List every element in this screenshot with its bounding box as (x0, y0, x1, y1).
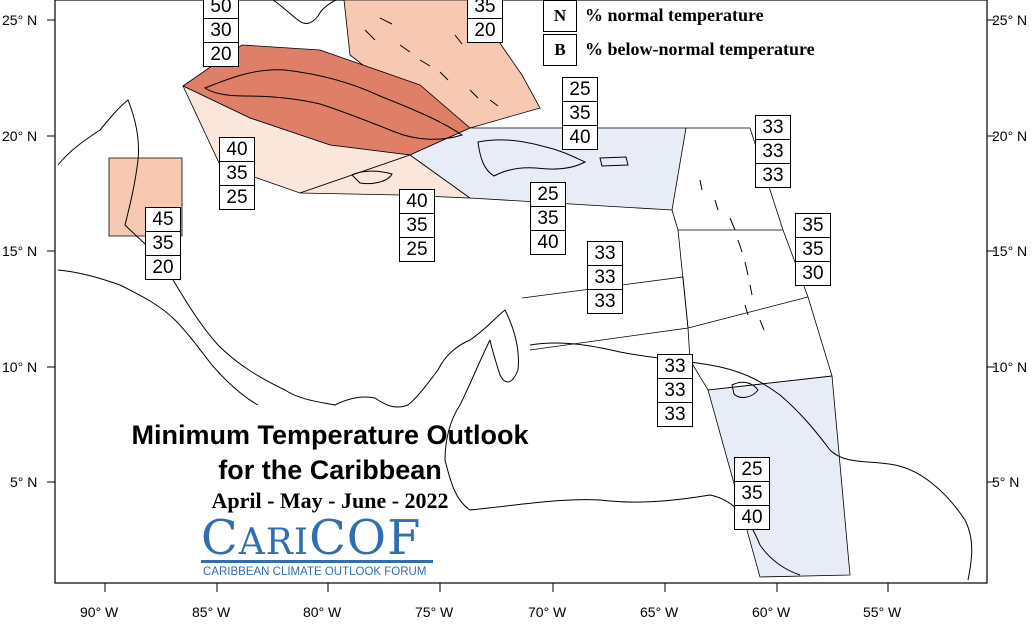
prob-above: 40 (400, 190, 434, 214)
lon-label-90w: 90° W (80, 604, 119, 620)
prob-normal: 30 (204, 19, 238, 43)
prob-box-windward: 35 35 30 (795, 213, 831, 286)
prob-box-abc: 33 33 33 (587, 241, 623, 314)
coast-puerto-rico (599, 156, 629, 167)
prob-above: 25 (563, 78, 597, 102)
prob-above: 50 (204, 0, 238, 19)
prob-above: 33 (756, 116, 790, 140)
prob-below: 25 (226, 187, 248, 208)
lat-label-10-left: 10° N (2, 359, 37, 375)
coast-florida (272, 0, 337, 24)
logo-subtitle: CARIBBEAN CLIMATE OUTLOOK FORUM (203, 566, 427, 578)
prob-normal: 35 (468, 0, 502, 19)
coast-yucatan-central-america (57, 99, 519, 408)
lat-label-5-right: 5° N (992, 474, 1019, 490)
coast-cuba (203, 69, 464, 140)
lat-label-25-left: 25° N (2, 12, 37, 28)
prob-box-cayman: 40 35 25 (219, 137, 255, 210)
coastlines (57, 0, 973, 581)
prob-below: 30 (802, 263, 824, 284)
lat-ticks (47, 19, 995, 483)
prob-below: 33 (594, 291, 616, 312)
prob-below: 20 (474, 20, 496, 41)
prob-normal: 35 (796, 238, 830, 262)
region-guianas (707, 375, 851, 578)
prob-box-leeward: 33 33 33 (755, 115, 791, 188)
legend-key: N (543, 0, 577, 32)
coast-south-america-north (529, 342, 973, 581)
lat-label-15-right: 15° N (992, 243, 1027, 259)
prob-above: 35 (796, 214, 830, 238)
prob-below: 40 (741, 507, 763, 528)
prob-normal: 33 (588, 266, 622, 290)
prob-box-cuba: 50 30 20 (203, 0, 239, 67)
lat-label-20-left: 20° N (2, 128, 37, 144)
coast-bahamas-islands (364, 17, 499, 107)
prob-normal: 35 (531, 207, 565, 231)
logo-ari: ARI (238, 522, 310, 563)
coast-hispaniola (477, 139, 587, 177)
prob-normal: 35 (563, 102, 597, 126)
prob-below: 25 (406, 239, 428, 260)
prob-normal: 35 (735, 482, 769, 506)
caricof-logo: CARICOF (201, 510, 436, 566)
prob-above: 33 (658, 355, 692, 379)
coast-jamaica (351, 170, 393, 185)
lat-label-20-right: 20° N (992, 128, 1027, 144)
boundary-trinidad (687, 296, 833, 391)
lat-label-5-left: 5° N (10, 474, 37, 490)
legend-text: % normal temperature (585, 5, 764, 25)
coast-lesser-antilles (699, 179, 765, 331)
coast-central-america-2 (57, 269, 259, 406)
prob-box-hispaniola: 25 35 40 (530, 182, 566, 255)
prob-below: 20 (152, 257, 174, 278)
lon-label-70w: 70° W (528, 604, 567, 620)
lon-label-55w: 55° W (863, 604, 902, 620)
prob-box-guianas: 25 35 40 (734, 457, 770, 530)
prob-box-trinidad: 33 33 33 (657, 354, 693, 427)
lat-label-15-left: 15° N (2, 243, 37, 259)
prob-above: 33 (588, 242, 622, 266)
logo-underline (201, 560, 433, 563)
prob-normal: 33 (756, 140, 790, 164)
prob-above: 25 (735, 458, 769, 482)
prob-normal: 35 (220, 162, 254, 186)
map-title-line2: for the Caribbean (218, 455, 442, 485)
legend-text: % below-normal temperature (585, 39, 815, 59)
prob-normal: 35 (400, 214, 434, 238)
boundary-windward (677, 229, 809, 329)
lon-label-60w: 60° W (752, 604, 791, 620)
prob-box-jamaica: 40 35 25 (399, 189, 435, 262)
lat-label-10-right: 10° N (992, 359, 1027, 375)
outlook-period: April - May - June - 2022 (211, 488, 449, 513)
lat-label-25-right: 25° N (992, 12, 1027, 28)
coast-trinidad (731, 381, 759, 398)
prob-box-belize: 45 35 20 (145, 207, 181, 280)
map-frame (54, 0, 988, 584)
prob-box-bahamas: 45 35 20 (467, 0, 503, 43)
lon-label-85w: 85° W (192, 604, 231, 620)
prob-below: 20 (210, 44, 232, 65)
prob-below: 40 (569, 127, 591, 148)
map-title-line1: Minimum Temperature Outlook (131, 420, 529, 450)
lon-label-75w: 75° W (415, 604, 454, 620)
logo-cof: COF (309, 510, 422, 566)
lon-label-65w: 65° W (640, 604, 679, 620)
legend-key: B (543, 34, 577, 66)
prob-above: 40 (220, 138, 254, 162)
prob-box-turks-caicos: 25 35 40 (562, 77, 598, 150)
prob-below: 40 (537, 232, 559, 253)
lon-ticks (104, 583, 889, 592)
prob-below: 33 (762, 165, 784, 186)
prob-above: 25 (531, 183, 565, 207)
prob-below: 33 (664, 404, 686, 425)
prob-normal: 33 (658, 379, 692, 403)
logo-c: C (201, 510, 239, 566)
lon-label-80w: 80° W (303, 604, 342, 620)
prob-above: 45 (146, 208, 180, 232)
prob-normal: 35 (146, 232, 180, 256)
